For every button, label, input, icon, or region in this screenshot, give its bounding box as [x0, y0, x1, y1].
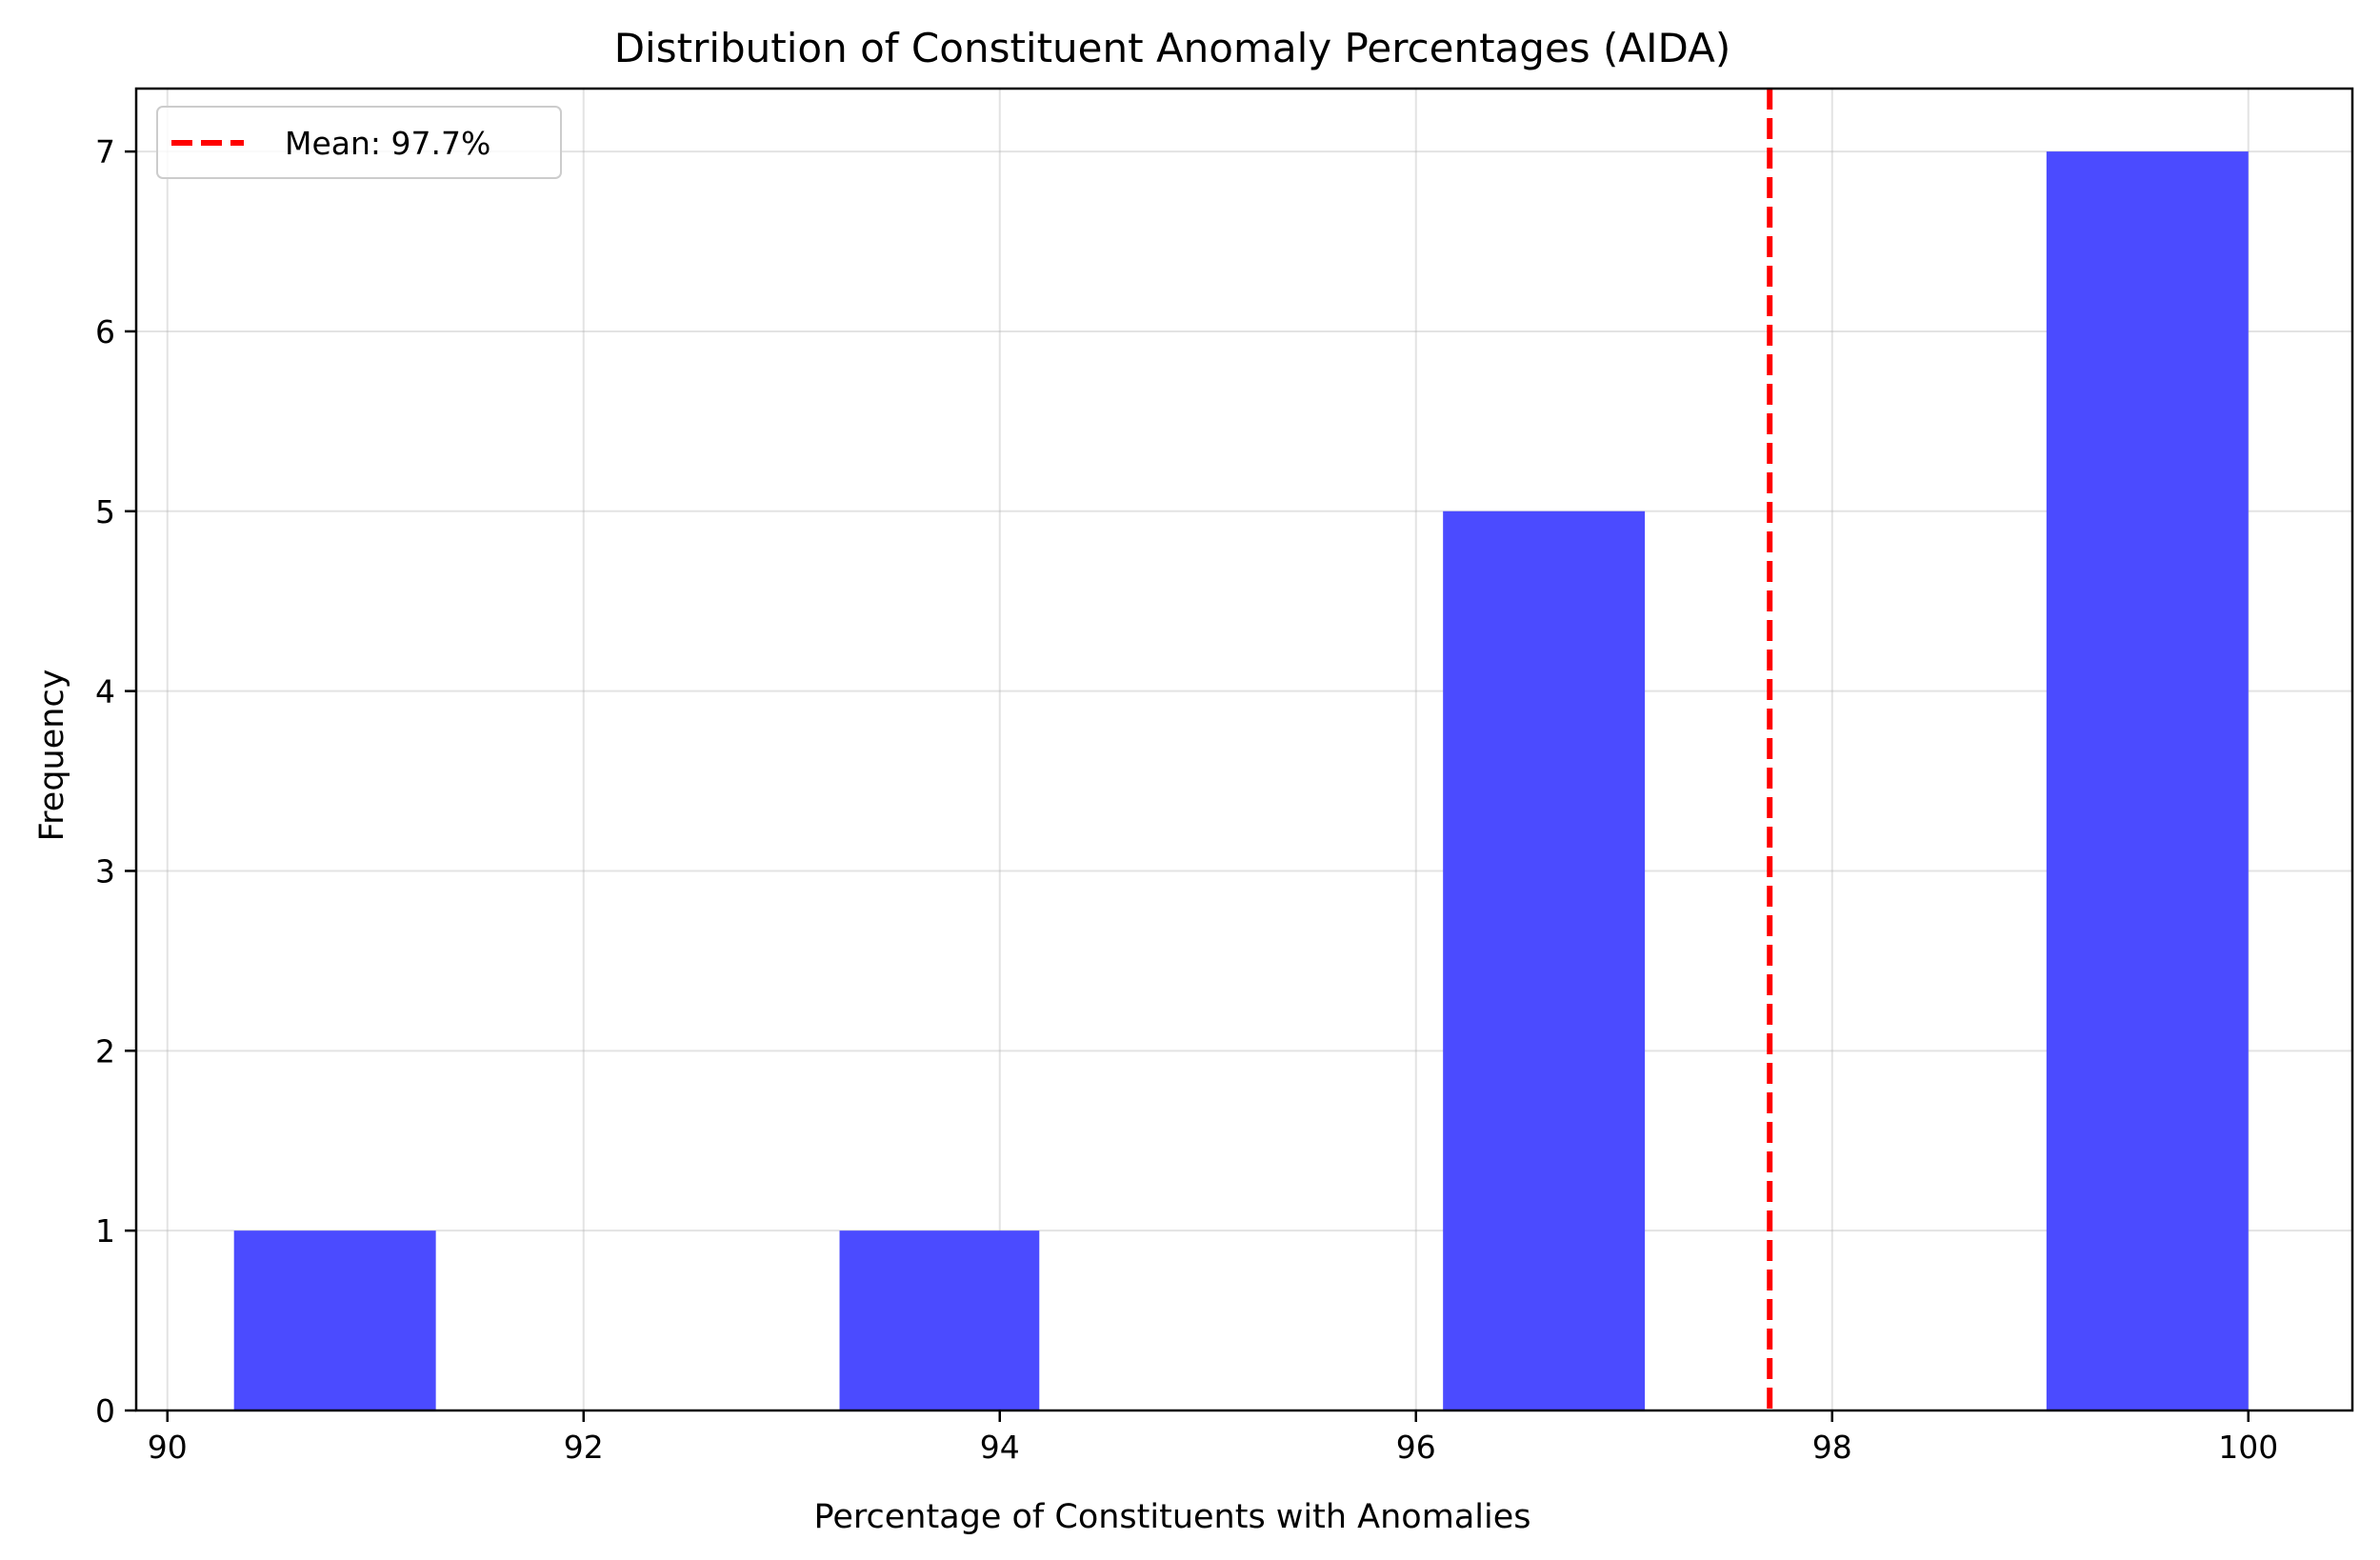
x-tick-label: 92	[564, 1429, 604, 1466]
histogram-bar	[1443, 510, 1646, 1410]
y-axis-ticks: 0 1 2 3 4 5 6 7	[95, 133, 136, 1430]
chart-title: Distribution of Constituent Anomaly Perc…	[614, 25, 1731, 71]
y-tick-label: 4	[95, 673, 115, 710]
histogram-bar	[2046, 151, 2249, 1411]
y-tick-label: 3	[95, 852, 115, 890]
x-tick-label: 100	[2218, 1429, 2278, 1466]
legend: Mean: 97.7%	[156, 106, 562, 179]
y-tick-label: 7	[95, 133, 115, 170]
histogram-bar	[839, 1230, 1040, 1410]
legend-entry-mean: Mean: 97.7%	[285, 125, 490, 162]
y-tick-label: 2	[95, 1032, 115, 1070]
y-tick-label: 1	[95, 1212, 115, 1250]
y-tick-label: 6	[95, 313, 115, 350]
y-tick-label: 0	[95, 1392, 115, 1430]
x-axis-ticks: 90 92 94 96 98 100	[148, 1410, 2278, 1466]
plot-area-frame	[134, 87, 2354, 1412]
histogram-bars	[233, 151, 2249, 1411]
x-tick-label: 98	[1812, 1429, 1852, 1466]
x-tick-label: 90	[148, 1429, 188, 1466]
x-tick-label: 94	[980, 1429, 1020, 1466]
y-axis-title: Frequency	[33, 670, 71, 842]
histogram-bar	[233, 1230, 436, 1410]
x-tick-label: 96	[1396, 1429, 1436, 1466]
x-axis-title: Percentage of Constituents with Anomalie…	[814, 1498, 1531, 1536]
grid	[136, 89, 2352, 1411]
y-tick-label: 5	[95, 493, 115, 530]
legend-box	[156, 106, 562, 179]
